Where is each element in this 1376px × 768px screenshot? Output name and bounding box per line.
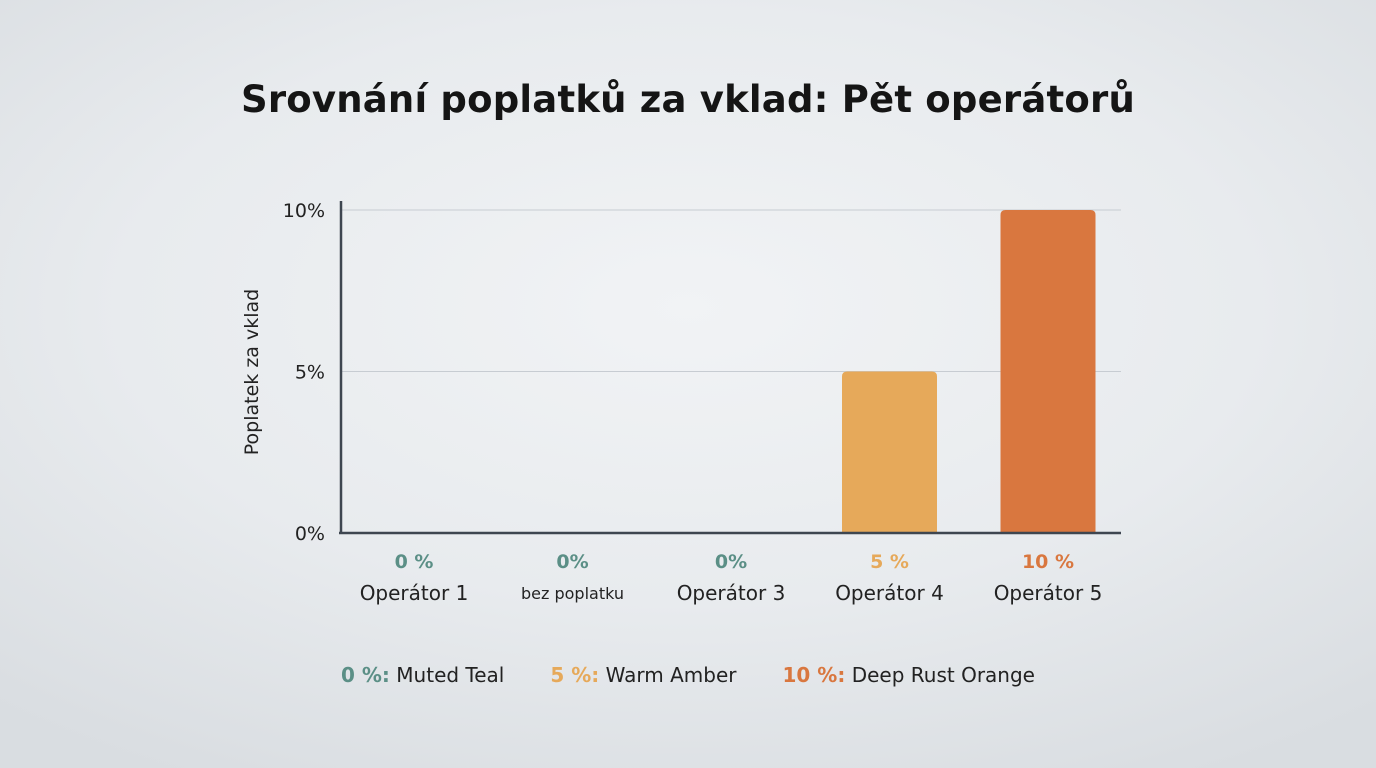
x-tick-label: bez poplatku [521,584,624,603]
data-label: 0% [715,551,747,573]
data-label: 5 % [870,551,909,573]
y-tick-label: 0% [295,523,325,545]
x-tick-label: Operátor 5 [994,581,1103,605]
data-label: 0% [556,551,588,573]
chart-title: Srovnání poplatků za vklad: Pět operátor… [240,78,1135,121]
y-tick-label: 10% [283,200,325,222]
bar [842,371,937,533]
bar [1000,210,1096,533]
legend-label: Deep Rust Orange [851,663,1035,687]
x-tick-label: Operátor 1 [360,581,469,605]
legend-key: 10 %: [782,663,846,687]
data-label: 0 % [395,551,434,573]
legend: 0 %: Muted Teal 5 %: Warm Amber 10 %: De… [0,663,1376,687]
legend-label: Muted Teal [396,663,505,687]
legend-label: Warm Amber [605,663,737,687]
data-label: 10 % [1022,551,1074,573]
y-tick-label: 5% [295,362,325,384]
legend-key: 0 %: [341,663,390,687]
legend-item-amber: 5 %: Warm Amber [550,663,736,687]
x-tick-label: Operátor 4 [835,581,944,605]
x-tick-label: Operátor 3 [677,581,786,605]
y-axis-title: Poplatek za vklad [241,289,263,455]
legend-item-rust: 10 %: Deep Rust Orange [783,663,1035,687]
legend-key: 5 %: [550,663,600,687]
legend-item-teal: 0 %: Muted Teal [341,663,504,687]
